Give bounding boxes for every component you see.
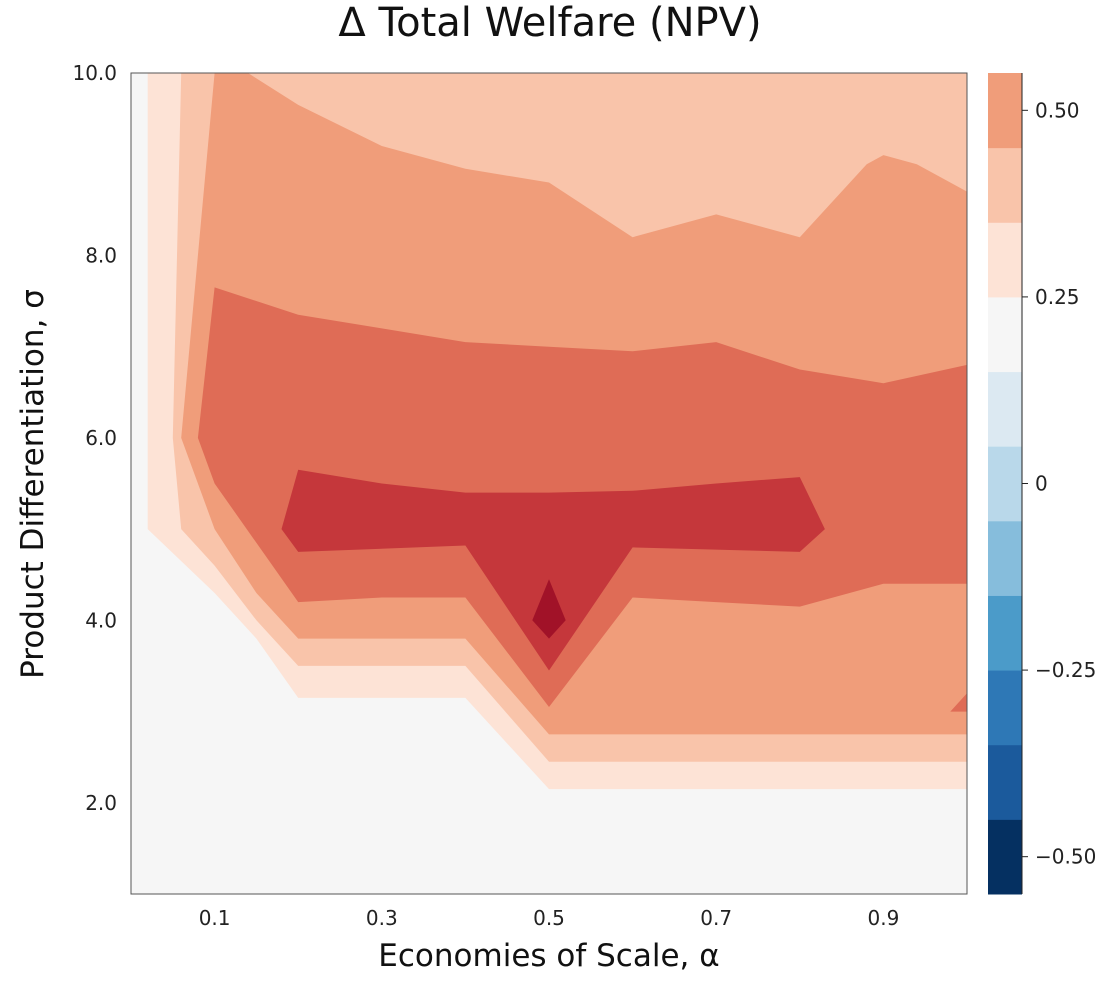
colorbar-ticks: 0.50 0.25 0 −0.25 −0.50	[1022, 98, 1096, 869]
y-tick-label: 4.0	[85, 608, 117, 632]
contour-region-4	[281, 469, 825, 671]
colorbar	[988, 73, 1023, 895]
colorbar-tick-label: −0.25	[1035, 658, 1096, 682]
colorbar-step	[988, 222, 1022, 298]
colorbar-step	[988, 147, 1022, 223]
colorbar-tick-label: 0.25	[1035, 285, 1080, 309]
chart-title: Δ Total Welfare (NPV)	[338, 0, 761, 46]
x-tick-label: 0.1	[199, 906, 231, 930]
colorbar-step	[988, 819, 1022, 895]
y-tick-label: 8.0	[85, 243, 117, 267]
y-tick-label: 6.0	[85, 426, 117, 450]
plot-frame	[130, 72, 968, 895]
colorbar-step	[988, 595, 1022, 671]
colorbar-step	[988, 670, 1022, 746]
x-axis-ticks: 0.1 0.3 0.5 0.7 0.9	[199, 906, 900, 930]
colorbar-tick-label: −0.50	[1035, 845, 1096, 869]
contour-region-5	[532, 579, 566, 639]
y-axis-ticks: 2.0 4.0 6.0 8.0 10.0	[72, 61, 117, 815]
colorbar-step	[988, 520, 1022, 596]
colorbar-step	[988, 296, 1022, 373]
colorbar-step	[988, 744, 1022, 820]
contour-region-6	[950, 693, 967, 712]
x-tick-label: 0.5	[533, 906, 565, 930]
colorbar-step	[988, 73, 1022, 149]
x-tick-label: 0.7	[700, 906, 732, 930]
y-tick-label: 10.0	[72, 61, 117, 85]
y-axis-title: Product Differentiation, σ	[15, 289, 51, 679]
colorbar-step	[988, 446, 1022, 522]
x-tick-label: 0.9	[867, 906, 899, 930]
x-tick-label: 0.3	[366, 906, 398, 930]
contour-fills	[131, 73, 968, 894]
y-tick-label: 2.0	[85, 791, 117, 815]
contour-region-10	[248, 73, 967, 238]
colorbar-tick-label: 0	[1035, 472, 1048, 496]
colorbar-step	[988, 371, 1022, 447]
x-axis-title: Economies of Scale, α	[378, 938, 719, 974]
colorbar-tick-label: 0.50	[1035, 98, 1080, 122]
